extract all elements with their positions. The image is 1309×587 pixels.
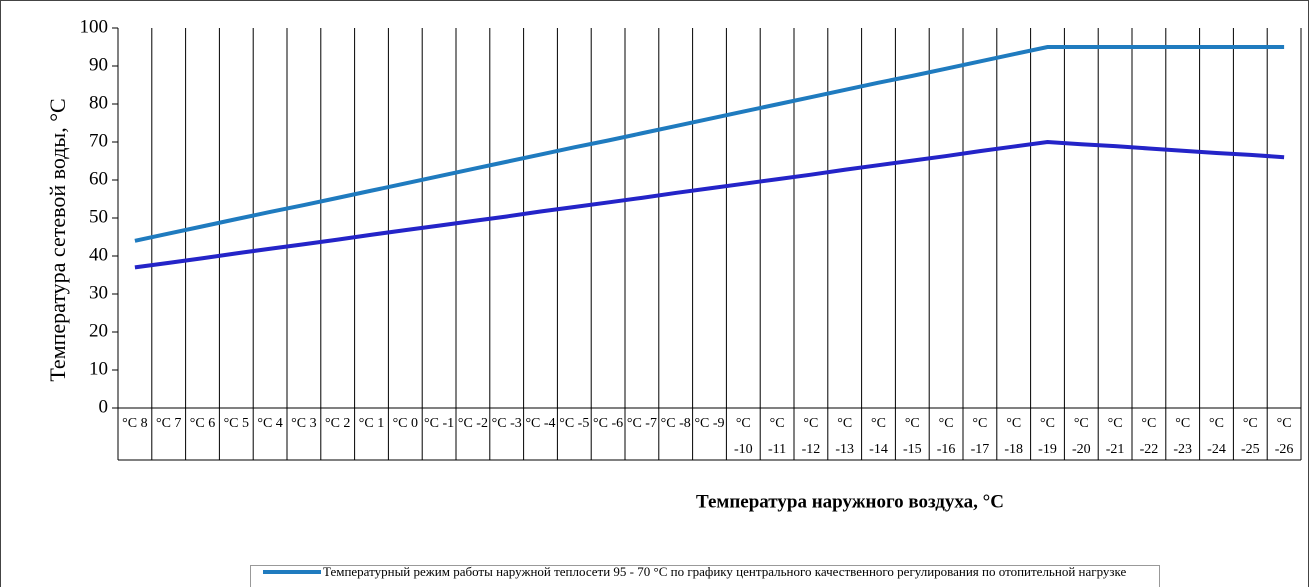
x-tick-label: °C 0: [392, 416, 418, 431]
y-tick-label: 20: [89, 320, 108, 341]
x-tick-label: °C 5: [223, 416, 249, 431]
x-tick-label: °C -16: [936, 416, 956, 457]
x-tick-label: °C -14: [869, 416, 888, 457]
x-tick-label: °C -11: [768, 416, 787, 457]
x-tick-label: °C -6: [593, 416, 624, 431]
x-tick-label: °C 6: [189, 416, 216, 431]
x-tick-label: °C 4: [257, 416, 283, 431]
x-tick-label: °C -7: [626, 416, 657, 431]
y-tick-label: 10: [89, 358, 108, 379]
x-tick-label: °C 8: [122, 416, 148, 431]
x-tick-label: °C -21: [1105, 416, 1125, 457]
y-tick-label: 90: [89, 54, 108, 75]
x-tick-label: °C -5: [559, 416, 590, 431]
y-axis-title: Температура сетевой воды, °C: [45, 98, 70, 381]
x-tick-label: °C 7: [155, 416, 182, 431]
x-tick-label: °C -17: [970, 416, 990, 457]
y-tick-label: 80: [89, 92, 108, 113]
x-axis-title: Температура наружного воздуха, °C: [696, 491, 1004, 512]
x-tick-label: °C -8: [660, 416, 691, 431]
x-tick-label: °C -24: [1207, 416, 1226, 457]
x-tick-label: °C -19: [1038, 416, 1057, 457]
x-tick-label: °C -2: [457, 416, 488, 431]
y-tick-label: 100: [80, 16, 109, 37]
x-tick-label: °C -13: [835, 416, 855, 457]
x-tick-label: °C -1: [424, 416, 455, 431]
x-tick-label: °C 3: [291, 416, 317, 431]
legend: Температурный режим работы наружной тепл…: [250, 565, 1160, 587]
x-tick-label: °C -26: [1274, 416, 1294, 457]
legend-swatch: [263, 570, 321, 574]
y-tick-label: 30: [89, 282, 108, 303]
x-tick-label: °C -22: [1139, 416, 1159, 457]
y-tick-label: 0: [99, 396, 109, 417]
x-tick-label: °C -18: [1004, 416, 1024, 457]
x-tick-label: °C 2: [324, 416, 351, 431]
legend-label: Температурный режим работы наружной тепл…: [323, 564, 1127, 579]
x-tick-label: °C 1: [358, 416, 385, 431]
y-tick-label: 50: [89, 206, 108, 227]
x-tick-label: °C -10: [733, 416, 753, 457]
x-tick-label: °C -4: [525, 416, 556, 431]
x-tick-label: °C -15: [902, 416, 922, 457]
y-tick-label: 70: [89, 130, 108, 151]
x-tick-label: °C -25: [1240, 416, 1260, 457]
y-tick-label: 60: [89, 168, 108, 189]
series-line: [134, 139, 1285, 270]
x-tick-label: °C -9: [694, 416, 725, 431]
x-tick-label: °C -12: [801, 416, 821, 457]
x-tick-label: °C -23: [1173, 416, 1193, 457]
y-tick-label: 40: [89, 244, 108, 265]
x-tick-label: °C -3: [491, 416, 522, 431]
series-line: [134, 45, 1285, 243]
x-tick-label: °C -20: [1071, 416, 1091, 457]
